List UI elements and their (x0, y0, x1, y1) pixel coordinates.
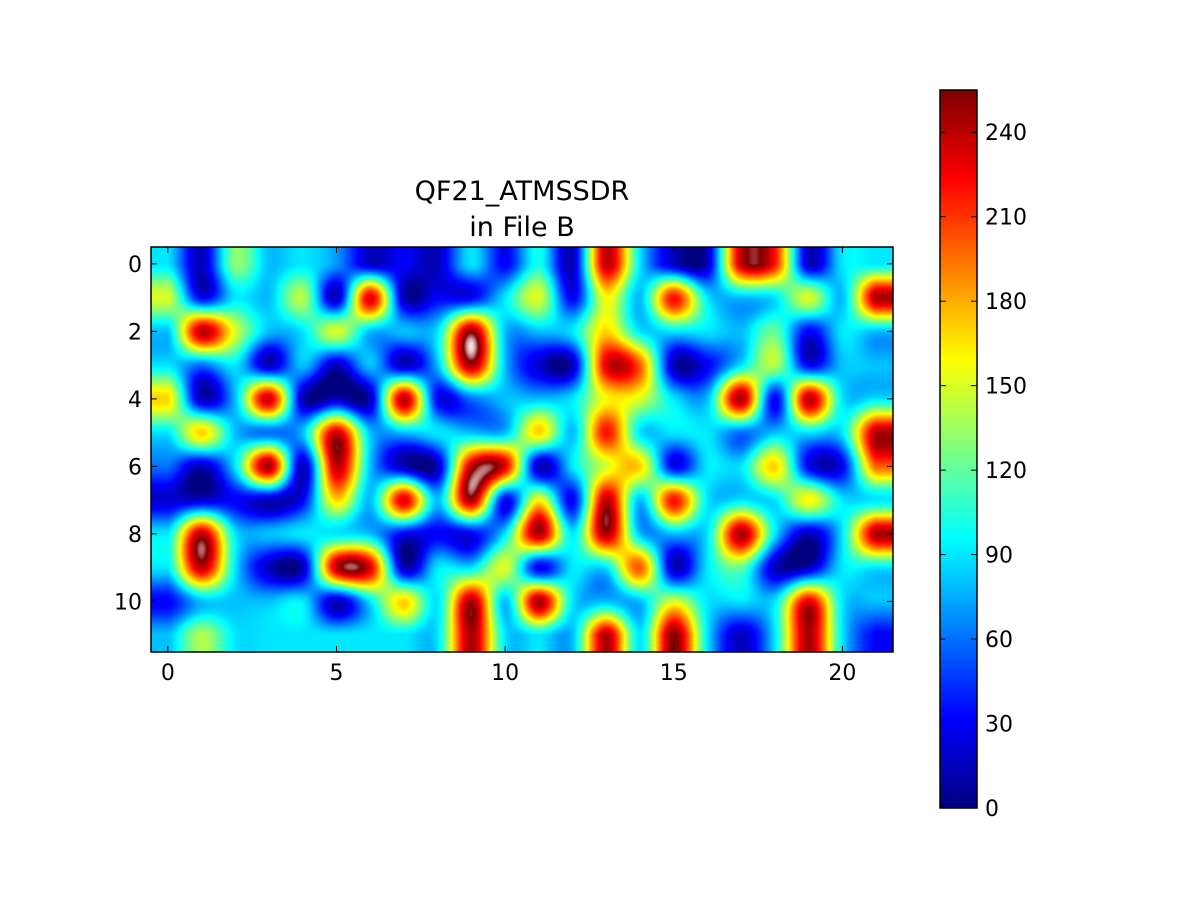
x-tick-label: 20 (828, 661, 856, 686)
colorbar-tick-label: 0 (985, 797, 999, 822)
x-axis: 0 5 10 15 20 (161, 247, 856, 686)
colorbar-tick-label: 210 (985, 206, 1027, 231)
x-tick-label: 5 (330, 661, 344, 686)
colorbar-tick-label: 180 (985, 290, 1027, 315)
y-tick-label: 10 (114, 590, 142, 615)
chart-title-line-1: QF21_ATMSSDR (415, 176, 630, 207)
colorbar-tick-label: 90 (985, 544, 1013, 569)
chart-title-line-2: in File B (469, 212, 574, 243)
y-tick-label: 4 (128, 388, 142, 413)
colorbar-axis: 0 30 60 90 120 150 180 210 240 (940, 121, 1027, 822)
y-tick-label: 2 (128, 320, 142, 345)
heatmap-plot-area (151, 247, 893, 652)
y-axis: 0 2 4 6 8 10 (114, 253, 893, 615)
colorbar (940, 90, 977, 808)
colorbar-frame (939, 89, 978, 809)
colorbar-tick-label: 150 (985, 375, 1027, 400)
colorbar-tick-label: 60 (985, 628, 1013, 653)
colorbar-tick-label: 240 (985, 121, 1027, 146)
colorbar-tick-label: 120 (985, 459, 1027, 484)
y-tick-label: 8 (128, 523, 142, 548)
x-tick-label: 15 (660, 661, 688, 686)
x-tick-label: 10 (491, 661, 519, 686)
y-tick-label: 0 (128, 253, 142, 278)
x-tick-label: 0 (161, 661, 175, 686)
y-tick-label: 6 (128, 455, 142, 480)
plot-frame (150, 246, 894, 653)
colorbar-tick-label: 30 (985, 713, 1013, 738)
